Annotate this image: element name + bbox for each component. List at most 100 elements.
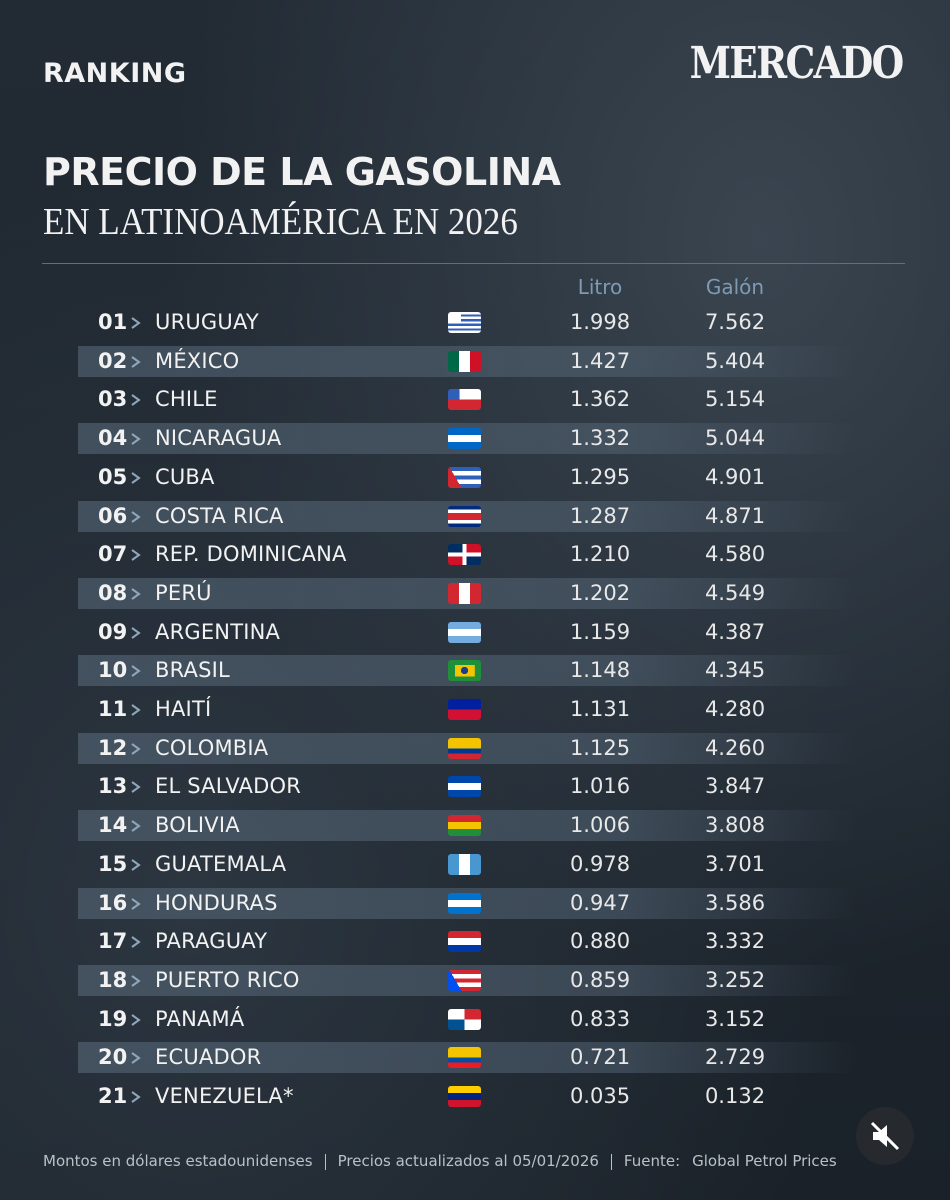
table-row: 02 MÉXICO 1.427 5.404	[78, 345, 858, 377]
footer-note: Montos en dólares estadounidenses	[43, 1152, 313, 1170]
speaker-icon	[873, 1125, 887, 1147]
table-row: 01 URUGUAY 1.998 7.562	[78, 307, 858, 338]
table-row: 04 NICARAGUA 1.332 5.044	[78, 423, 858, 455]
litro: 1.016	[569, 774, 631, 799]
rank: 09	[98, 619, 128, 644]
country: COLOMBIA	[155, 735, 269, 760]
country: HONDURAS	[155, 890, 278, 915]
flag	[448, 1008, 481, 1030]
litro: 1.202	[569, 580, 631, 605]
rank: 17	[98, 929, 128, 954]
flag	[448, 312, 481, 333]
table-row: 14 BOLIVIA 1.006 3.808	[78, 810, 858, 842]
country: CHILE	[155, 387, 218, 412]
footer-source: Global Petrol Prices	[692, 1152, 837, 1170]
table-row: 10 BRASIL 1.148 4.345	[78, 655, 858, 687]
chevron-line	[131, 394, 141, 407]
rank: 16	[98, 890, 128, 915]
galon: 5.154	[704, 387, 766, 412]
divider	[42, 263, 905, 264]
litro: 1.125	[569, 735, 631, 760]
galon: 4.871	[704, 503, 766, 528]
kicker: RANKING	[43, 58, 187, 89]
chevron-line	[131, 317, 141, 329]
chevron-line	[131, 471, 141, 484]
galon: 3.152	[704, 1006, 766, 1031]
flag	[448, 428, 481, 450]
mute-button[interactable]	[855, 1106, 915, 1166]
table-row: 07 REP. DOMINICANA 1.210 4.580	[78, 539, 858, 570]
country: VENEZUELA*	[155, 1084, 294, 1108]
country: MÉXICO	[155, 348, 240, 373]
chevron	[131, 1052, 141, 1065]
litro: 1.006	[569, 813, 631, 838]
chevron-line	[131, 975, 141, 987]
litro: 1.148	[569, 658, 631, 683]
chevron	[131, 1013, 141, 1026]
galon: 3.332	[704, 929, 766, 954]
chevron-line	[131, 897, 141, 910]
litro: 0.978	[569, 851, 631, 876]
litro: 1.131	[569, 697, 631, 721]
galon: 2.729	[704, 1045, 766, 1070]
flag	[448, 737, 481, 759]
flag	[448, 1047, 481, 1069]
rank: 08	[98, 580, 128, 605]
galon: 3.586	[704, 890, 766, 915]
galon: 4.387	[704, 619, 766, 644]
country: REP. DOMINICANA	[155, 542, 347, 567]
litro: 1.998	[569, 310, 631, 334]
chevron-line	[131, 588, 141, 600]
galon: 7.562	[704, 310, 766, 334]
rank: 06	[98, 503, 128, 528]
chevron	[131, 897, 141, 910]
separator	[610, 1154, 612, 1170]
flag	[448, 544, 481, 566]
litro: 1.332	[569, 426, 631, 451]
column-header: Galón	[705, 275, 765, 299]
rank: 20	[98, 1045, 128, 1070]
galon: 3.701	[704, 851, 766, 876]
rank: 13	[98, 774, 128, 799]
chevron	[131, 588, 141, 600]
country: NICARAGUA	[155, 426, 282, 451]
chevron	[131, 1091, 141, 1103]
chevron	[131, 355, 141, 368]
chevron-line	[131, 781, 141, 794]
chevron-line	[131, 936, 141, 949]
chevron	[131, 975, 141, 987]
galon: 5.404	[704, 348, 766, 373]
galon: 4.580	[704, 542, 766, 567]
galon: 4.345	[704, 658, 766, 683]
chevron-line	[131, 355, 141, 368]
litro: 1.210	[569, 542, 631, 567]
table-row: 20 ECUADOR 0.721 2.729	[78, 1042, 858, 1074]
chevron-line	[131, 1091, 141, 1103]
country: ECUADOR	[155, 1045, 262, 1070]
table-row: 21 VENEZUELA* 0.035 0.132	[78, 1081, 858, 1112]
country: ARGENTINA	[155, 619, 281, 644]
galon: 4.260	[704, 735, 766, 760]
footer: Montos en dólares estadounidenses Precio…	[43, 1152, 837, 1170]
chevron	[131, 549, 141, 562]
chevron-line	[131, 549, 141, 562]
rank: 01	[98, 310, 128, 334]
chevron	[131, 626, 141, 639]
table-row: 06 COSTA RICA 1.287 4.871	[78, 500, 858, 532]
country: EL SALVADOR	[155, 774, 302, 799]
litro: 0.721	[569, 1045, 631, 1070]
rank: 15	[98, 851, 128, 876]
flag	[448, 969, 481, 991]
litro: 1.295	[569, 464, 631, 489]
galon: 4.280	[704, 697, 766, 721]
rank: 07	[98, 542, 128, 567]
chevron-line	[131, 665, 141, 678]
rank: 18	[98, 967, 128, 992]
chevron	[131, 742, 141, 755]
table-row: 19 PANAMÁ 0.833 3.152	[78, 1004, 858, 1035]
table-row: 08 PERÚ 1.202 4.549	[78, 577, 858, 609]
column-header: Litro	[577, 275, 623, 299]
country: BRASIL	[155, 658, 230, 683]
rank: 21	[98, 1084, 128, 1108]
